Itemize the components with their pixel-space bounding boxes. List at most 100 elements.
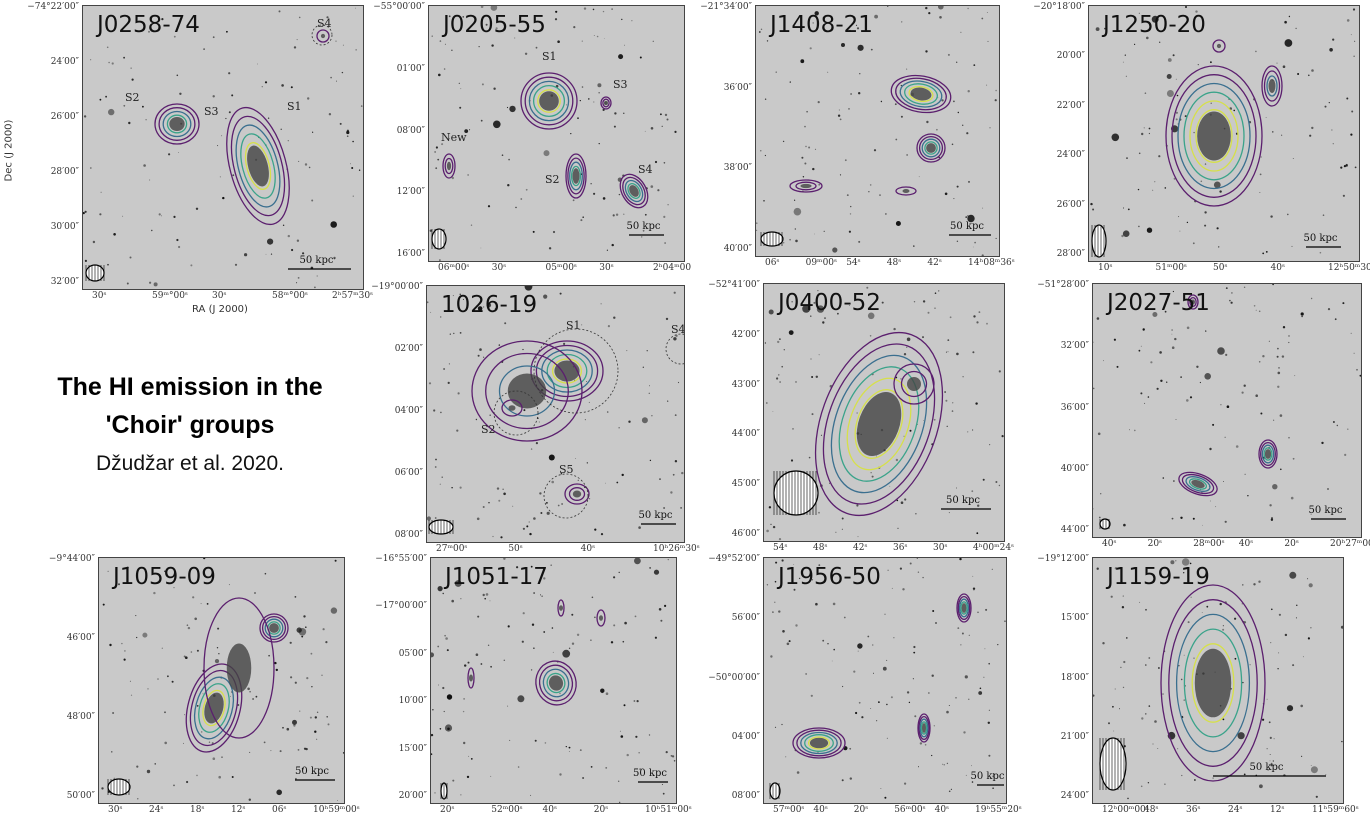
star	[1311, 69, 1314, 72]
star	[1103, 360, 1104, 362]
star	[982, 207, 984, 209]
star	[972, 246, 974, 248]
star	[822, 639, 825, 642]
star	[778, 374, 780, 376]
star	[1267, 769, 1269, 771]
x-tick-label: 20ˢ	[1147, 539, 1163, 549]
star	[586, 462, 588, 464]
star	[1270, 518, 1274, 521]
star	[1183, 654, 1185, 656]
star	[442, 592, 444, 595]
galaxy	[269, 623, 279, 633]
star	[880, 100, 883, 103]
star	[1301, 315, 1303, 318]
star	[782, 630, 785, 633]
star	[979, 687, 982, 690]
star	[945, 399, 948, 402]
star	[1332, 421, 1335, 423]
x-tick-label: 12ʰ50ᵐ30ˢ	[1328, 263, 1370, 273]
star	[1342, 194, 1345, 197]
star	[914, 715, 917, 718]
star	[872, 644, 874, 646]
star	[613, 316, 616, 319]
star	[1321, 441, 1324, 445]
x-tick-label: 54ˢ	[773, 543, 788, 553]
star	[664, 242, 666, 244]
source-label: New	[441, 131, 467, 144]
star	[431, 652, 434, 658]
star	[766, 584, 769, 586]
star	[282, 726, 284, 729]
star	[947, 53, 950, 56]
star	[971, 781, 974, 783]
star	[842, 685, 844, 688]
star	[509, 105, 516, 113]
star	[793, 564, 795, 565]
y-tick-label: 36′00″	[723, 82, 752, 93]
star	[1281, 134, 1283, 136]
star	[1272, 131, 1274, 133]
y-tick-label: 22′00″	[1056, 100, 1085, 111]
y-tick-label: 40′00″	[1060, 463, 1089, 474]
star	[623, 213, 625, 215]
x-tick-label: 42ˢ	[927, 258, 942, 268]
star	[530, 669, 533, 671]
panel-1: J0205-55 50 kpc S1 S2 S3 S4 New	[428, 5, 685, 262]
panel-4: 1026-19 50 kpc S1 S2 S4 S5	[426, 285, 685, 543]
star	[129, 256, 132, 259]
star	[192, 596, 195, 599]
x-tick-label: 30ˢ	[212, 291, 227, 301]
star	[522, 612, 525, 615]
star	[460, 794, 462, 796]
x-tick-label: 09ᵐ00ˢ	[805, 258, 838, 268]
star	[1344, 453, 1347, 456]
star	[200, 731, 203, 733]
star	[571, 613, 574, 616]
y-tick-label: 04′00″	[731, 731, 760, 742]
star	[462, 16, 464, 18]
star	[1148, 705, 1151, 707]
star	[1205, 330, 1207, 332]
hi-contour	[235, 124, 281, 208]
star	[1144, 92, 1147, 94]
star	[620, 735, 624, 738]
star	[1282, 326, 1286, 329]
star	[228, 584, 230, 586]
star	[639, 768, 642, 771]
star	[1158, 155, 1161, 158]
star	[928, 692, 930, 694]
galaxy	[1194, 648, 1232, 718]
star	[552, 651, 554, 653]
star	[1148, 127, 1151, 130]
star	[1150, 361, 1153, 364]
star	[228, 72, 231, 75]
star	[976, 321, 979, 324]
star	[618, 54, 624, 60]
star	[214, 659, 220, 664]
hi-contour	[528, 80, 570, 122]
star	[105, 95, 107, 98]
beam-ellipse	[769, 782, 781, 800]
star	[1001, 435, 1004, 438]
star	[203, 48, 205, 50]
star	[895, 221, 901, 226]
hi-contour	[444, 157, 454, 175]
star	[352, 140, 354, 143]
star	[1290, 496, 1294, 500]
hi-contour	[900, 370, 928, 398]
star	[654, 636, 657, 639]
star	[121, 642, 123, 645]
star	[1122, 61, 1124, 63]
x-tick-label: 12ʰ00ᵐ00ˢ	[1102, 805, 1149, 815]
star	[634, 615, 637, 618]
y-tick-label: 43′00″	[731, 379, 760, 390]
star	[137, 798, 139, 800]
source-label: S4	[671, 323, 685, 336]
star	[878, 701, 880, 703]
star	[1276, 355, 1279, 358]
star	[621, 473, 624, 477]
star	[309, 716, 312, 719]
star	[1142, 328, 1145, 331]
star	[600, 303, 602, 305]
star	[149, 179, 151, 181]
